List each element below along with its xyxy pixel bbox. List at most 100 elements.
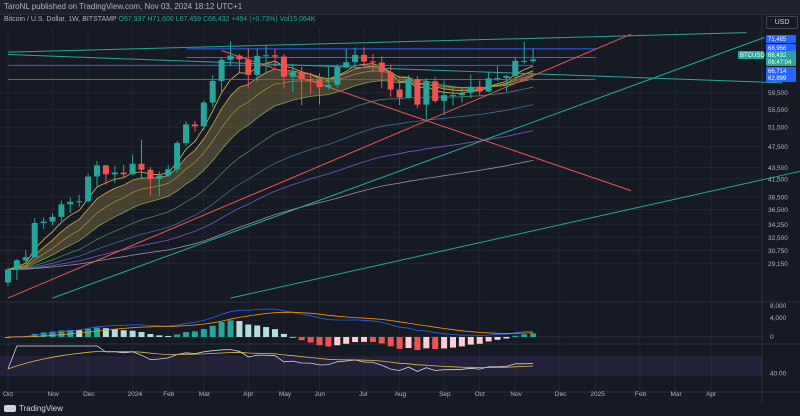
macd-histogram-bar [298,337,305,341]
time-tick-label: Nov [48,391,60,398]
candle-body [450,95,456,97]
candle [209,75,216,108]
publisher-bar: TaroNL published on TradingView.com, Nov… [0,0,800,15]
candle [378,56,385,89]
candle [174,141,181,173]
candle [307,72,314,95]
candle-body [441,95,448,101]
time-tick-label: Dec [83,391,95,398]
macd-histogram-bar [450,337,456,348]
macd-histogram-bar [129,330,136,337]
price-tag [766,74,796,82]
candle-body [423,81,430,105]
candle [352,47,359,67]
time-tick-label: Dec [555,391,567,398]
candle [476,80,483,96]
candle-body [325,84,332,88]
channel-top-line [7,32,747,53]
candle [263,44,270,74]
price-tag [766,35,796,43]
rising-red-line [7,33,632,299]
macd-histogram-bar [361,337,367,342]
candle-body [49,216,56,222]
candle-body [485,78,492,92]
macd-histogram-bar [280,333,287,337]
candle-body [467,86,474,93]
candle-body [40,221,47,224]
candle-body [165,169,172,176]
macd-histogram-bar [458,337,465,347]
macd-histogram-bar [352,337,359,343]
candle [191,120,198,132]
macd-histogram-bar [316,337,323,346]
macd-histogram-bar [245,324,252,337]
publisher-text: TaroNL published on TradingView.com, Nov… [4,2,243,11]
macd-histogram-bar [378,337,385,344]
candle [227,41,234,66]
candle-body [272,55,278,57]
candle [120,164,127,179]
macd-histogram-bar [432,337,439,350]
price-tick-label: 47,500 [768,144,788,151]
candle [76,194,83,207]
tradingview-brand: TradingView [19,404,64,413]
time-tick-label: Apr [243,391,254,398]
candle [280,53,287,88]
tradingview-footer: TradingView [4,404,63,413]
candle [334,64,341,88]
macd-histogram-bar [263,327,270,337]
time-tick-label: Sep [439,391,451,398]
candle-body [316,79,323,88]
price-tag-label: 71,485 [768,37,787,43]
candle [467,74,474,98]
macd-pane: 8,000 4,000 0 [0,303,787,351]
macd-histogram-bar [307,337,314,343]
candle-body [352,54,359,63]
macd-histogram-bar [334,337,341,346]
time-tick-label: Aug [395,391,407,398]
macd-histogram-bar [272,329,278,337]
price-tag-label: 68,956 [768,46,787,52]
candle-body [111,172,118,175]
price-tick-label: 30,750 [768,248,788,255]
candle-body [494,77,501,79]
candle-body [218,59,225,81]
candle [530,48,537,63]
candle-body [263,55,270,57]
candle-body [245,59,252,75]
price-tag-label: BTCUSD [740,53,765,59]
candle [254,48,261,82]
time-tick-label: Feb [163,391,175,398]
macd-histogram-bar [396,337,403,349]
candle-body [102,165,109,175]
candle-body [227,55,234,60]
price-tick-label: 32,500 [768,235,788,242]
candle-body [58,204,65,217]
candle [298,66,305,106]
candle [94,161,100,186]
macd-tick-label: 0 [770,334,774,341]
candle [441,80,448,116]
candle-body [147,169,154,179]
macd-histogram-bar [85,328,92,337]
candle-body [129,163,136,175]
price-tag-label: 66,714 [768,69,787,75]
candle [387,64,394,97]
currency-button[interactable]: USD [766,16,798,29]
macd-histogram-bar [441,337,448,349]
candle-body [183,124,189,144]
price-tick-label: 36,500 [768,207,788,214]
symbol-legend: Bitcoin / U.S. Dollar, 1W, BITSTAMP O67,… [4,16,315,23]
macd-signal-line [7,311,534,338]
candle-body [458,92,465,96]
candle [289,63,296,92]
candle [102,164,109,185]
macd-histogram-bar [40,332,47,337]
macd-histogram-bar [236,321,243,337]
candle [31,218,38,259]
candle [156,171,163,197]
candle-body [369,61,376,63]
macd-histogram-bar [343,337,350,344]
